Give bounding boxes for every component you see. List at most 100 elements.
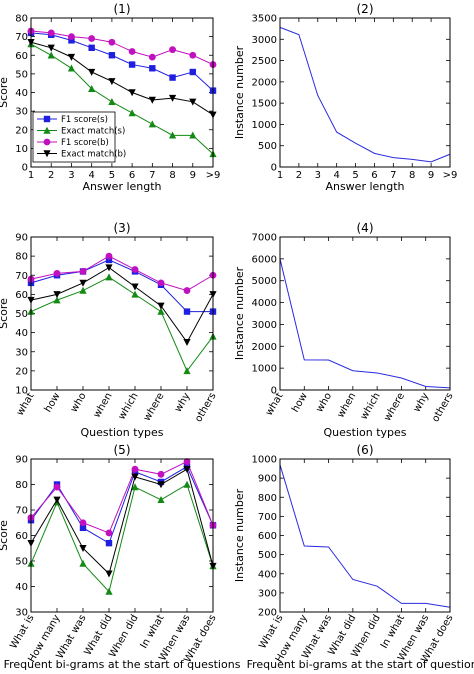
y-tick-label: 60 — [15, 531, 28, 542]
x-tick-label: how — [290, 391, 310, 414]
y-tick-label: 70 — [15, 271, 28, 282]
x-tick-label: 6 — [129, 170, 135, 181]
data-point — [131, 266, 139, 273]
data-point — [183, 466, 191, 473]
data-point — [157, 470, 165, 478]
panel-2: (2) 0 500 1000 1500 2000 2500 3000 3500 1 2 3 4 5 6 7 8 9… — [233, 2, 457, 193]
series-line — [30, 41, 214, 116]
x-tick-label: 4 — [88, 170, 94, 181]
y-tick-label: 400 — [258, 569, 277, 580]
data-point — [157, 481, 165, 489]
data-point — [148, 120, 156, 128]
y-tick-label: 50 — [15, 69, 28, 80]
data-point — [189, 68, 196, 76]
data-point — [105, 529, 113, 537]
y-tick-label: 2000 — [252, 77, 277, 88]
y-tick-label: 7000 — [252, 233, 277, 244]
y-tick-label: 300 — [258, 588, 277, 599]
series-line — [279, 26, 451, 163]
data-point — [128, 61, 136, 68]
data-point — [131, 473, 139, 481]
y-tick-label: 700 — [258, 512, 277, 523]
data-point — [108, 98, 116, 106]
data-point — [148, 53, 156, 61]
y-tick-label: 50 — [15, 309, 28, 320]
series-line — [30, 30, 214, 66]
y-tick-label: 900 — [258, 474, 277, 485]
x-tick-label: 8 — [169, 170, 175, 181]
x-tick-label: how — [43, 391, 63, 414]
y-tick-label: 50 — [15, 557, 28, 568]
data-point — [108, 38, 116, 46]
x-tick-label: What is — [8, 613, 36, 651]
chart-title: (3) — [114, 221, 131, 235]
legend-label: F1 score(b) — [61, 138, 109, 148]
y-tick-label: 30 — [15, 347, 28, 358]
x-tick-label: where — [142, 391, 167, 423]
data-point — [148, 96, 156, 104]
x-tick-label: 9 — [190, 170, 196, 181]
legend-label: F1 score(s) — [61, 115, 108, 125]
x-axis-label: Answer length — [325, 180, 404, 193]
data-point — [88, 44, 95, 51]
data-point — [157, 302, 165, 310]
y-tick-label: 6000 — [252, 254, 277, 265]
data-point — [183, 480, 191, 488]
y-tick-label: 3000 — [252, 320, 277, 331]
chart-title: (4) — [357, 221, 374, 235]
y-tick-label: 5000 — [252, 276, 277, 287]
series-line — [30, 43, 214, 155]
y-tick-label: 20 — [15, 125, 28, 136]
y-tick-label: 0 — [271, 386, 277, 397]
data-point — [131, 290, 139, 298]
series-line — [30, 255, 214, 292]
y-tick-label: 60 — [15, 51, 28, 62]
x-tick-label: what — [264, 391, 286, 418]
data-point — [131, 465, 139, 473]
y-tick-label: 1000 — [252, 455, 277, 466]
y-tick-label: 2500 — [252, 56, 277, 67]
x-tick-label: others — [193, 391, 218, 424]
series-line — [30, 267, 214, 344]
data-point — [105, 539, 113, 547]
legend-marker — [43, 150, 51, 158]
plot-frame — [279, 236, 451, 391]
legend-marker — [43, 115, 51, 123]
y-tick-label: 30 — [15, 608, 28, 619]
y-tick-label: 500 — [258, 141, 277, 152]
y-axis-label: Score — [0, 520, 10, 551]
data-point — [53, 291, 61, 299]
chart-title: (6) — [357, 443, 374, 457]
y-tick-label: 70 — [15, 506, 28, 517]
data-point — [53, 269, 61, 277]
plot-frame — [30, 236, 214, 391]
x-tick-label: which — [359, 391, 383, 422]
y-tick-label: 600 — [258, 531, 277, 542]
data-point — [67, 64, 76, 72]
data-point — [68, 33, 75, 41]
data-point — [183, 367, 191, 375]
y-tick-label: 1000 — [252, 120, 277, 131]
data-point — [79, 524, 87, 532]
y-tick-label: 80 — [15, 252, 28, 263]
y-tick-label: 0 — [22, 163, 28, 174]
data-point — [157, 307, 165, 315]
y-tick-label: 4000 — [252, 298, 277, 309]
series-line — [30, 465, 214, 544]
legend-marker — [43, 138, 51, 146]
chart-title: (5) — [114, 443, 131, 457]
series-line — [279, 464, 451, 608]
data-point — [189, 51, 197, 59]
x-tick-label: where — [382, 391, 407, 423]
data-point — [105, 273, 113, 281]
series-line — [30, 276, 214, 372]
series-line — [30, 32, 214, 92]
x-tick-label: 7 — [390, 170, 396, 181]
data-point — [53, 496, 61, 504]
data-point — [189, 98, 197, 106]
x-tick-label: which — [117, 391, 141, 422]
data-point — [68, 37, 75, 44]
y-axis-label: Instance number — [233, 266, 246, 360]
